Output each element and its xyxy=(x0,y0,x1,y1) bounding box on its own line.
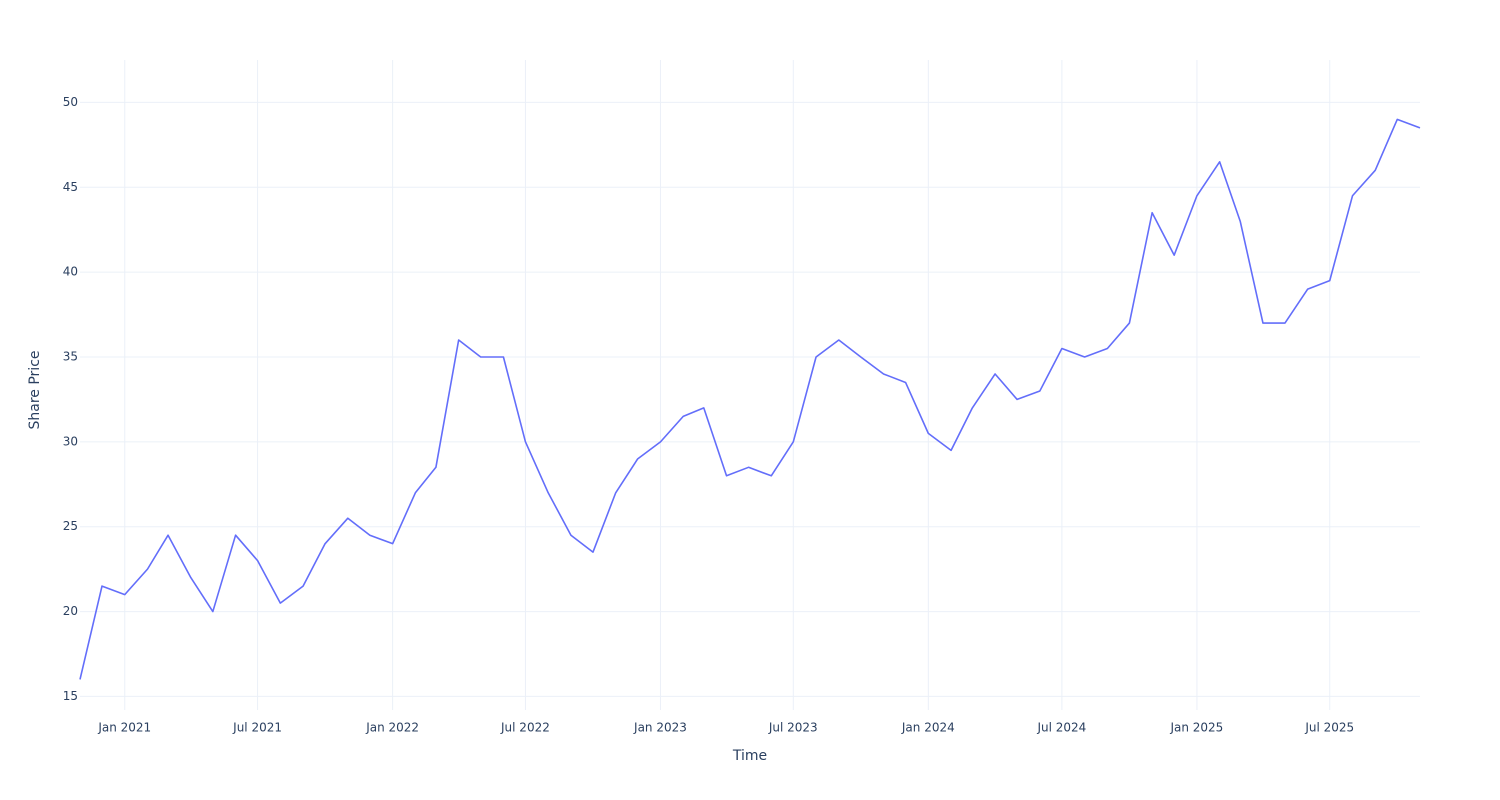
x-tick-label: Jan 2025 xyxy=(1169,721,1223,735)
x-tick-label: Jan 2021 xyxy=(97,721,151,735)
y-tick-label: 35 xyxy=(63,349,78,363)
x-tick-label: Jul 2021 xyxy=(232,721,282,735)
x-tick-label: Jul 2025 xyxy=(1304,721,1354,735)
y-tick-label: 45 xyxy=(63,180,78,194)
x-tick-label: Jan 2024 xyxy=(901,721,955,735)
x-tick-label: Jul 2024 xyxy=(1036,721,1086,735)
x-axis-title: Time xyxy=(732,748,767,764)
y-tick-label: 50 xyxy=(63,95,78,109)
y-axis-title: Share Price xyxy=(27,350,43,429)
y-tick-label: 20 xyxy=(63,604,78,618)
x-tick-label: Jul 2023 xyxy=(768,721,818,735)
y-tick-label: 30 xyxy=(63,434,78,448)
x-tick-label: Jul 2022 xyxy=(500,721,550,735)
x-tick-label: Jan 2023 xyxy=(633,721,687,735)
y-tick-label: 40 xyxy=(63,265,78,279)
price-line xyxy=(79,118,1421,680)
x-tick-label: Jan 2022 xyxy=(365,721,419,735)
y-tick-label: 15 xyxy=(63,689,78,703)
y-tick-label: 25 xyxy=(63,519,78,533)
